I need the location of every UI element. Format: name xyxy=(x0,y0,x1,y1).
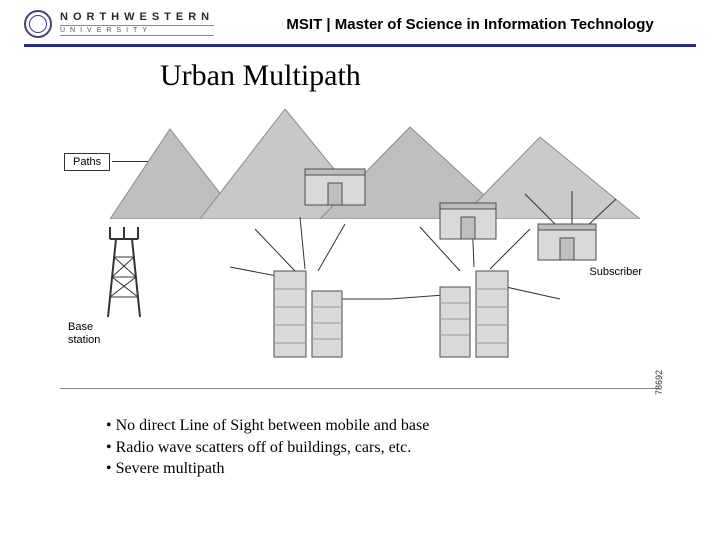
university-name: NORTHWESTERN xyxy=(60,12,214,24)
university-logo-block: NORTHWESTERN UNIVERSITY xyxy=(24,10,214,38)
bullet-1: • No direct Line of Sight between mobile… xyxy=(106,415,720,437)
university-subname: UNIVERSITY xyxy=(60,25,214,36)
tall-building-3 xyxy=(440,287,470,357)
header-rule xyxy=(24,44,696,47)
base-station-label: Base station xyxy=(68,321,100,347)
university-text: NORTHWESTERN UNIVERSITY xyxy=(60,12,214,37)
base-label-line1: Base xyxy=(68,321,93,333)
bullet-3: • Severe multipath xyxy=(106,458,720,480)
tall-building-1 xyxy=(274,271,306,357)
buildings-and-rays xyxy=(60,99,660,389)
university-seal-icon xyxy=(24,10,52,38)
tall-building-4 xyxy=(476,271,508,357)
slide-title: Urban Multipath xyxy=(160,59,720,93)
bullet-list: • No direct Line of Sight between mobile… xyxy=(106,415,720,480)
multipath-diagram: Paths xyxy=(60,99,660,389)
short-building-1 xyxy=(305,169,365,205)
short-building-3 xyxy=(538,224,596,260)
figure-id: 78692 xyxy=(654,370,664,395)
tall-building-2 xyxy=(312,291,342,357)
base-label-line2: station xyxy=(68,334,100,346)
program-title: MSIT | Master of Science in Information … xyxy=(244,16,696,33)
subscriber-label: Subscriber xyxy=(589,266,642,278)
slide-header: NORTHWESTERN UNIVERSITY MSIT | Master of… xyxy=(0,0,720,44)
short-building-2 xyxy=(440,203,496,239)
bullet-2: • Radio wave scatters off of buildings, … xyxy=(106,437,720,459)
